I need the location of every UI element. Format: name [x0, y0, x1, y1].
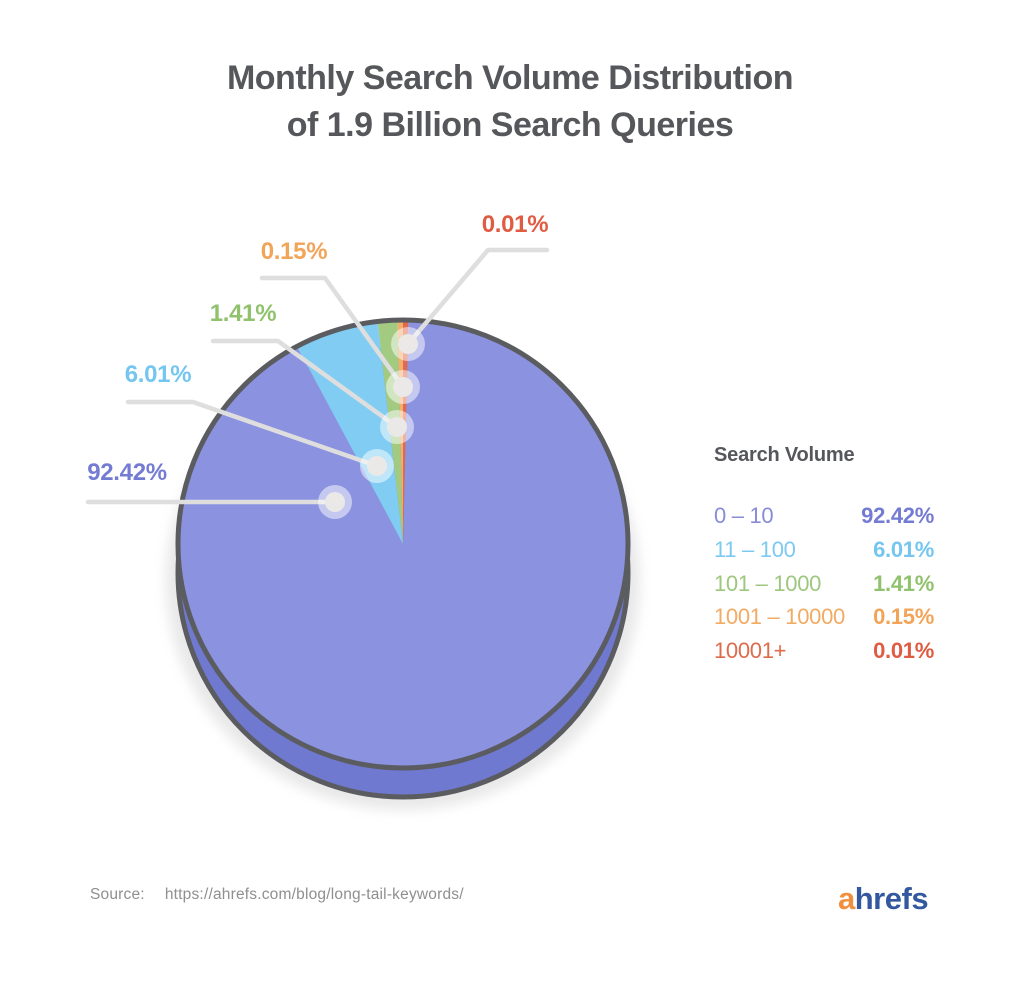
- callout-label-10001plus: 0.01%: [481, 211, 549, 238]
- source-url: https://ahrefs.com/blog/long-tail-keywor…: [164, 886, 464, 903]
- callout-label-1001-10000: 0.15%: [260, 238, 328, 265]
- ahrefs-logo-a: a: [838, 881, 855, 916]
- legend-range-label: 0 – 10: [714, 503, 774, 528]
- legend-percent-value: 1.41%: [873, 570, 934, 596]
- legend-row: 0 – 10 92.42%: [714, 503, 934, 537]
- callout-dot-1: [367, 456, 387, 476]
- chart-title-line1: Monthly Search Volume Distribution: [226, 59, 794, 97]
- legend: Search Volume 0 – 10 92.42% 11 – 100 6.0…: [714, 444, 934, 672]
- callout-label-101-1000: 1.41%: [209, 300, 277, 327]
- callout-label-11-100: 6.01%: [124, 361, 192, 388]
- callout-dot-3: [393, 377, 413, 397]
- legend-range-label: 10001+: [714, 638, 787, 664]
- legend-row: 11 – 100 6.01%: [714, 537, 934, 571]
- legend-row: 1001 – 10000 0.15%: [714, 604, 934, 638]
- callout-line-3: [259, 275, 406, 390]
- pie-slice-1: [296, 321, 403, 544]
- legend-percent-value: 92.42%: [861, 503, 934, 528]
- callout-line-1: [125, 399, 380, 469]
- ahrefs-logo: ahrefs: [838, 881, 929, 917]
- pie-outline: [175, 317, 631, 771]
- legend-rows: 0 – 10 92.42% 11 – 100 6.01% 101 – 1000 …: [714, 503, 934, 672]
- callout-line-4: [405, 247, 550, 347]
- legend-title: Search Volume: [714, 444, 855, 466]
- callout-dot-0: [325, 492, 345, 512]
- legend-percent-value: 0.01%: [873, 638, 934, 664]
- legend-row: 101 – 1000 1.41%: [714, 571, 934, 605]
- callout-dot-2: [387, 417, 407, 437]
- legend-range-label: 1001 – 10000: [714, 604, 845, 630]
- callout-dot-4: [398, 334, 418, 354]
- legend-percent-value: 6.01%: [873, 536, 934, 562]
- source-line: Source: https://ahrefs.com/blog/long-tail…: [90, 886, 464, 904]
- callout-line-2: [210, 338, 400, 430]
- legend-row: 10001+ 0.01%: [714, 638, 934, 672]
- legend-range-label: 101 – 1000: [714, 570, 822, 596]
- callout-label-0-10: 92.42%: [87, 459, 167, 486]
- chart-title: Monthly Search Volume Distribution of 1.…: [0, 55, 1020, 149]
- ahrefs-logo-hrefs: hrefs: [854, 881, 929, 916]
- chart-title-line2: of 1.9 Billion Search Queries: [286, 106, 734, 144]
- source-label: Source:: [90, 886, 145, 903]
- legend-range-label: 11 – 100: [714, 536, 796, 562]
- pie-slice-0: [178, 320, 629, 768]
- legend-percent-value: 0.15%: [873, 604, 934, 630]
